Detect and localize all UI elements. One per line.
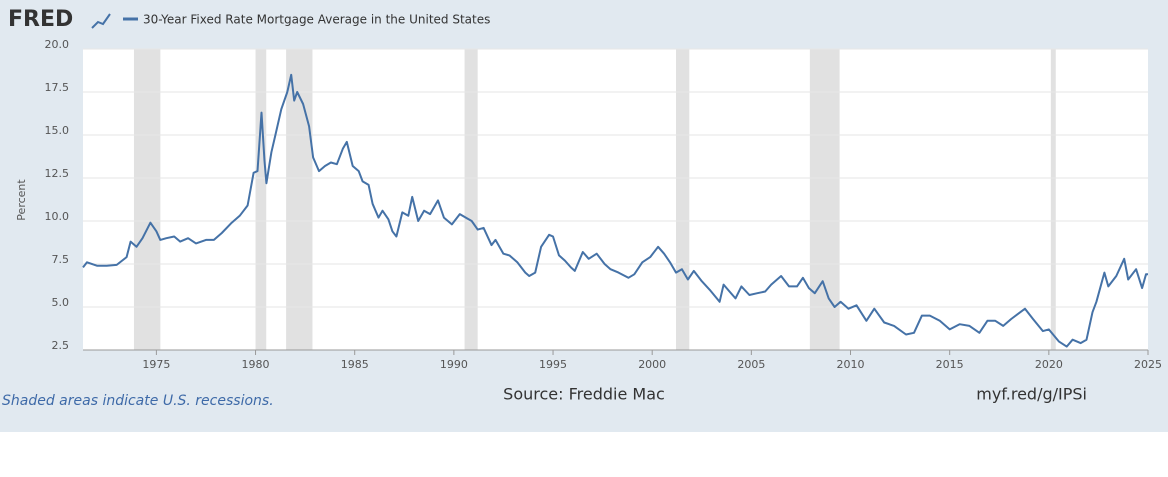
recession-band [1050,49,1056,350]
y-tick-label: 2.5 [52,339,70,352]
logo[interactable]: FRED [8,7,73,32]
x-tick-label: 2020 [1035,358,1063,371]
y-tick-label: 5.0 [52,296,70,309]
y-tick-label: 15.0 [45,124,70,137]
x-tick-label: 1995 [539,358,567,371]
recession-band [286,49,313,350]
series-line [82,73,1148,348]
legend-label: 30-Year Fixed Rate Mortgage Average in t… [143,13,490,27]
recession-band [133,49,161,350]
recession-band [675,49,690,350]
short-link[interactable]: myf.red/g/IPSi [976,385,1087,404]
x-tick-label: 2025 [1134,358,1162,371]
x-tick-label: 2010 [837,358,865,371]
y-tick-label: 17.5 [45,81,70,94]
x-tick-label: 1975 [142,358,170,371]
y-axis-label: Percent [15,179,28,221]
y-tick-label: 20.0 [45,38,70,51]
x-tick-label: 2005 [737,358,765,371]
plot-area [83,49,1148,350]
y-tick-label: 10.0 [45,210,70,223]
recession-band [809,49,840,350]
recession-band [255,49,267,350]
x-tick-label: 2015 [936,358,964,371]
y-tick-label: 7.5 [52,253,70,266]
recession-band [464,49,478,350]
recession-note: Shaded areas indicate U.S. recessions. [2,393,274,409]
y-tick-label: 12.5 [45,167,70,180]
source: Source: Freddie Mac [503,385,665,404]
logo-icon [91,13,111,29]
x-tick-label: 1990 [440,358,468,371]
x-tick-label: 2000 [638,358,666,371]
x-tick-label: 1980 [242,358,270,371]
x-tick-label: 1985 [341,358,369,371]
